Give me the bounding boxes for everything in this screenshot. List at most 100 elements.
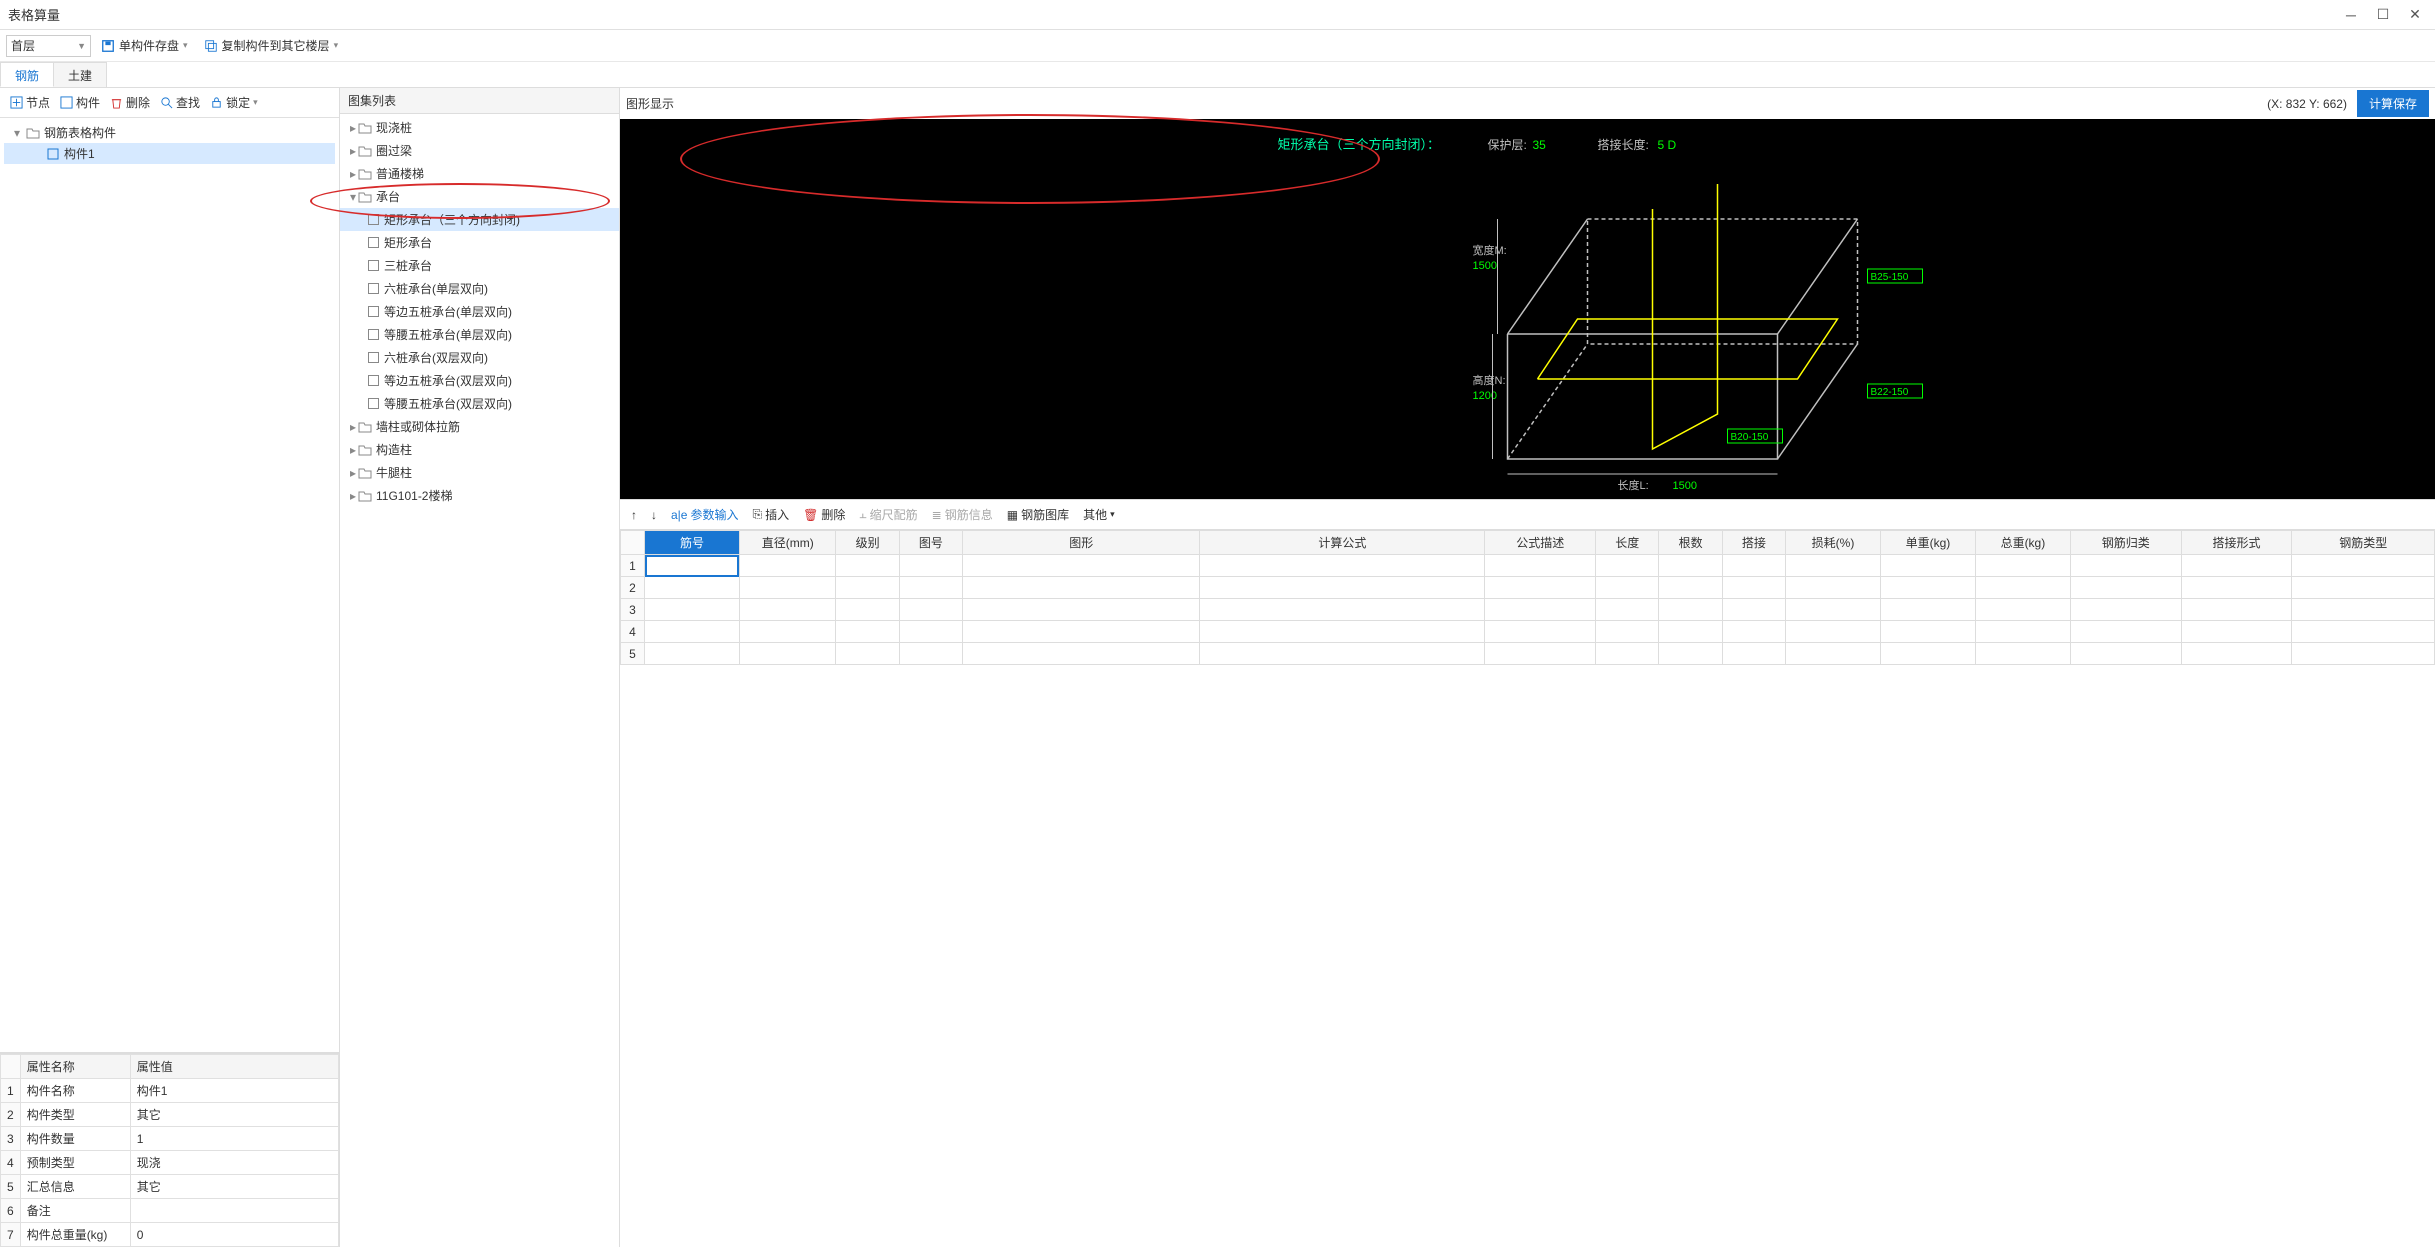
grid-cell[interactable] xyxy=(2181,643,2292,665)
grid-column-header[interactable]: 公式描述 xyxy=(1485,531,1596,555)
grid-cell[interactable] xyxy=(2181,577,2292,599)
rebar-lib-button[interactable]: ▦ 钢筋图库 xyxy=(1002,504,1074,525)
grid-cell[interactable] xyxy=(1786,621,1881,643)
grid-cell[interactable] xyxy=(1722,643,1785,665)
expand-icon[interactable]: ▸ xyxy=(348,466,358,480)
grid-cell[interactable] xyxy=(899,599,962,621)
grid-cell[interactable] xyxy=(1880,621,1975,643)
catalog-item[interactable]: 等腰五桩承台(双层双向) xyxy=(340,392,619,415)
grid-cell[interactable] xyxy=(836,621,899,643)
grid-cell[interactable] xyxy=(1659,621,1722,643)
grid-column-header[interactable]: 总重(kg) xyxy=(1975,531,2070,555)
grid-column-header[interactable]: 长度 xyxy=(1596,531,1659,555)
grid-cell[interactable] xyxy=(963,555,1200,577)
grid-cell[interactable] xyxy=(1485,599,1596,621)
grid-cell[interactable] xyxy=(899,621,962,643)
find-button[interactable]: 查找 xyxy=(156,92,204,113)
grid-cell[interactable] xyxy=(2070,599,2181,621)
grid-cell[interactable] xyxy=(1975,599,2070,621)
catalog-item[interactable]: 等边五桩承台(双层双向) xyxy=(340,369,619,392)
expand-icon[interactable]: ▸ xyxy=(348,144,358,158)
move-up-button[interactable]: ↑ xyxy=(626,506,642,524)
grid-cell[interactable] xyxy=(1485,577,1596,599)
grid-cell[interactable] xyxy=(2070,577,2181,599)
grid-cell[interactable] xyxy=(1659,643,1722,665)
grid-cell[interactable] xyxy=(2292,621,2435,643)
catalog-item[interactable]: 矩形承台（三个方向封闭) xyxy=(340,208,619,231)
grid-cell[interactable] xyxy=(836,599,899,621)
grid-cell[interactable] xyxy=(1200,577,1485,599)
tree-root[interactable]: ▾ 钢筋表格构件 xyxy=(4,122,335,143)
grid-column-header[interactable]: 搭接形式 xyxy=(2181,531,2292,555)
grid-cell[interactable] xyxy=(1880,599,1975,621)
diagram-viewer[interactable]: 矩形承台（三个方向封闭）： 保护层: 35 搭接长度: 5 D xyxy=(620,119,2435,499)
param-input-button[interactable]: a|e 参数输入 xyxy=(666,504,743,525)
grid-cell[interactable] xyxy=(739,643,836,665)
grid-cell[interactable] xyxy=(1200,643,1485,665)
catalog-item[interactable]: 六桩承台(单层双向) xyxy=(340,277,619,300)
grid-cell[interactable] xyxy=(963,599,1200,621)
grid-cell[interactable] xyxy=(1786,599,1881,621)
catalog-item[interactable]: 等边五桩承台(单层双向) xyxy=(340,300,619,323)
grid-cell[interactable] xyxy=(963,643,1200,665)
floor-select[interactable]: 首层 ▼ xyxy=(6,35,91,57)
prop-row[interactable]: 1 构件名称 构件1 xyxy=(1,1079,339,1103)
grid-delete-button[interactable]: 🗑 删除 xyxy=(798,504,850,525)
tree-item-1[interactable]: 构件1 xyxy=(4,143,335,164)
prop-row[interactable]: 5 汇总信息 其它 xyxy=(1,1175,339,1199)
grid-column-header[interactable]: 计算公式 xyxy=(1200,531,1485,555)
grid-column-header[interactable]: 损耗(%) xyxy=(1786,531,1881,555)
grid-cell[interactable] xyxy=(2292,577,2435,599)
grid-cell[interactable] xyxy=(1596,555,1659,577)
grid-column-header[interactable]: 直径(mm) xyxy=(739,531,836,555)
prop-value[interactable]: 构件1 xyxy=(130,1079,338,1103)
prop-value[interactable] xyxy=(130,1199,338,1223)
grid-row[interactable]: 1 xyxy=(621,555,2435,577)
grid-cell[interactable] xyxy=(2292,643,2435,665)
grid-cell[interactable] xyxy=(1596,621,1659,643)
catalog-group[interactable]: ▾ 承台 xyxy=(340,185,619,208)
grid-column-header[interactable]: 根数 xyxy=(1659,531,1722,555)
prop-row[interactable]: 7 构件总重量(kg) 0 xyxy=(1,1223,339,1247)
grid-column-header[interactable]: 筋号 xyxy=(645,531,740,555)
catalog-group[interactable]: ▸ 牛腿柱 xyxy=(340,461,619,484)
prop-value[interactable]: 0 xyxy=(130,1223,338,1247)
grid-row[interactable]: 4 xyxy=(621,621,2435,643)
grid-cell[interactable] xyxy=(2181,599,2292,621)
grid-cell[interactable] xyxy=(836,555,899,577)
grid-cell[interactable] xyxy=(645,643,740,665)
grid-cell[interactable] xyxy=(1659,599,1722,621)
grid-cell[interactable] xyxy=(2070,643,2181,665)
catalog-item[interactable]: 六桩承台(双层双向) xyxy=(340,346,619,369)
grid-cell[interactable] xyxy=(2292,599,2435,621)
collapse-icon[interactable]: ▾ xyxy=(14,126,26,140)
prop-value[interactable]: 1 xyxy=(130,1127,338,1151)
save-single-button[interactable]: 单构件存盘 ▾ xyxy=(95,35,194,56)
expand-icon[interactable]: ▸ xyxy=(348,420,358,434)
grid-cell[interactable] xyxy=(1975,621,2070,643)
prop-row[interactable]: 6 备注 xyxy=(1,1199,339,1223)
grid-column-header[interactable]: 搭接 xyxy=(1722,531,1785,555)
grid-cell[interactable] xyxy=(1485,643,1596,665)
grid-cell[interactable] xyxy=(1975,555,2070,577)
grid-cell[interactable] xyxy=(1880,643,1975,665)
grid-cell[interactable] xyxy=(1485,621,1596,643)
grid-cell[interactable] xyxy=(1596,643,1659,665)
catalog-group[interactable]: ▸ 现浇桩 xyxy=(340,116,619,139)
catalog-item[interactable]: 矩形承台 xyxy=(340,231,619,254)
grid-cell[interactable] xyxy=(836,643,899,665)
grid-cell[interactable] xyxy=(1722,577,1785,599)
tab-civil[interactable]: 土建 xyxy=(53,62,107,87)
grid-column-header[interactable]: 图形 xyxy=(963,531,1200,555)
grid-cell[interactable] xyxy=(1786,577,1881,599)
close-button[interactable]: ✕ xyxy=(2403,3,2427,27)
rebar-info-button[interactable]: ≣ 钢筋信息 xyxy=(927,504,998,525)
grid-row[interactable]: 5 xyxy=(621,643,2435,665)
grid-cell[interactable] xyxy=(739,621,836,643)
grid-cell[interactable] xyxy=(739,599,836,621)
grid-cell[interactable] xyxy=(836,577,899,599)
node-button[interactable]: 节点 xyxy=(6,92,54,113)
grid-cell[interactable] xyxy=(2181,621,2292,643)
grid-cell[interactable] xyxy=(2070,555,2181,577)
component-tree[interactable]: ▾ 钢筋表格构件 构件1 xyxy=(0,118,339,1053)
